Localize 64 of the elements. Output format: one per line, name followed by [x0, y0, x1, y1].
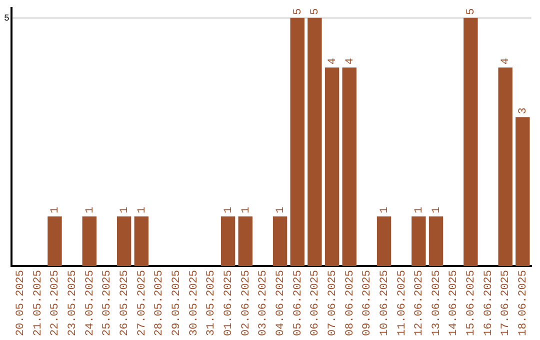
data-label: 1	[118, 206, 131, 214]
data-label: 4	[344, 58, 356, 65]
x-tick-label: 10.06.2025	[378, 270, 391, 336]
bar	[48, 216, 62, 266]
bar	[412, 216, 426, 266]
bar	[134, 216, 148, 266]
x-tick-label: 05.06.2025	[292, 270, 304, 336]
x-tick-label: 11.06.2025	[396, 270, 408, 336]
data-label: 1	[84, 206, 96, 214]
x-tick-label: 03.06.2025	[258, 270, 270, 336]
x-tick-label: 21.05.2025	[32, 270, 44, 336]
x-tick-label: 25.05.2025	[102, 270, 114, 336]
x-tick-label: 08.06.2025	[344, 270, 356, 336]
bar	[428, 216, 444, 266]
x-tick-label: 24.05.2025	[84, 270, 96, 336]
bar	[324, 68, 340, 266]
x-tick-label: 02.06.2025	[240, 270, 252, 336]
bar	[308, 18, 322, 266]
bar	[516, 117, 530, 266]
bar	[464, 18, 478, 266]
x-tick-label: 04.06.2025	[274, 270, 287, 336]
data-label: 1	[50, 206, 62, 214]
x-tick-label: 31.05.2025	[206, 270, 218, 336]
data-label: 3	[518, 108, 530, 114]
data-label: 5	[310, 8, 322, 15]
data-label: 1	[378, 206, 391, 214]
x-tick-label: 18.06.2025	[518, 270, 530, 336]
data-label: 1	[136, 206, 148, 214]
bar	[238, 216, 252, 266]
x-tick-label: 23.05.2025	[66, 270, 79, 336]
x-tick-label: 17.06.2025	[500, 270, 512, 336]
bar	[116, 216, 132, 266]
x-tick-label: 01.06.2025	[222, 270, 235, 336]
bar	[342, 68, 356, 266]
bar	[272, 216, 288, 266]
x-tick-label: 13.06.2025	[430, 270, 443, 336]
x-tick-label: 20.05.2025	[14, 270, 27, 336]
x-tick-label: 12.06.2025	[414, 270, 426, 336]
bar	[290, 18, 304, 266]
data-label: 4	[500, 58, 512, 65]
data-label: 5	[292, 8, 304, 15]
x-tick-label: 30.05.2025	[188, 270, 200, 336]
data-label: 1	[274, 206, 287, 214]
data-label: 4	[326, 58, 339, 65]
data-label: 1	[414, 206, 426, 214]
data-label: 1	[222, 206, 235, 214]
x-tick-label: 06.06.2025	[310, 270, 322, 336]
x-tick-label: 26.05.2025	[118, 270, 131, 336]
x-tick-label: 29.05.2025	[170, 270, 183, 336]
x-tick-label: 16.06.2025	[482, 270, 495, 336]
bar	[220, 216, 236, 266]
x-tick-label: 15.06.2025	[466, 270, 478, 336]
x-tick-label: 28.05.2025	[154, 270, 166, 336]
x-tick-label: 07.06.2025	[326, 270, 339, 336]
bar	[376, 216, 392, 266]
bar	[498, 68, 512, 266]
x-tick-label: 22.05.2025	[50, 270, 62, 336]
x-tick-label: 09.06.2025	[362, 270, 374, 336]
data-label: 1	[240, 206, 252, 214]
data-label: 5	[466, 8, 478, 15]
bar	[82, 216, 96, 266]
x-tick-label: 27.05.2025	[136, 270, 148, 336]
data-label: 1	[430, 206, 443, 214]
x-tick-label: 14.06.2025	[448, 270, 460, 336]
